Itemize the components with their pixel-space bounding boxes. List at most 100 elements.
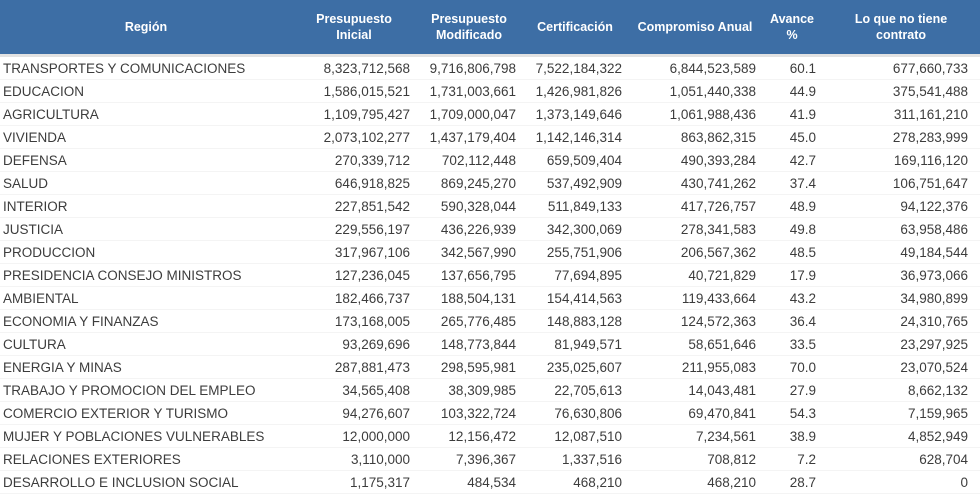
column-header-presupuesto-inicial[interactable]: Presupuesto Inicial — [316, 11, 392, 42]
table-row: DESARROLLO E INCLUSION SOCIAL 1,175,317 48… — [0, 471, 980, 494]
column-header-sin-contrato[interactable]: Lo que no tiene contrato — [854, 11, 948, 42]
value-cell: 106,751,647 — [892, 175, 968, 191]
value-cell: 227,851,542 — [334, 198, 410, 214]
value-cell: 7.2 — [797, 451, 816, 467]
value-cell: 863,862,315 — [680, 129, 756, 145]
value-cell: 628,704 — [919, 451, 968, 467]
region-cell: DESARROLLO E INCLUSION SOCIAL — [3, 474, 239, 490]
table-row: RELACIONES EXTERIORES 3,110,000 7,396,367 1… — [0, 448, 980, 471]
region-cell: MUJER Y POBLACIONES VULNERABLES — [3, 428, 265, 444]
value-cell: 1,061,988,436 — [669, 106, 756, 122]
value-cell: 23,297,925 — [900, 336, 968, 352]
table-row: JUSTICIA 229,556,197 436,226,939 342,300,06… — [0, 218, 980, 241]
table-row: SALUD 646,918,825 869,245,270 537,492,909 43… — [0, 172, 980, 195]
value-cell: 38,309,985 — [448, 382, 516, 398]
value-cell: 48.5 — [789, 244, 816, 260]
value-cell: 148,883,128 — [546, 313, 622, 329]
value-cell: 76,630,806 — [554, 405, 622, 421]
region-cell: CULTURA — [3, 336, 66, 352]
value-cell: 124,572,363 — [680, 313, 756, 329]
value-cell: 1,109,795,427 — [323, 106, 410, 122]
value-cell: 7,159,965 — [907, 405, 968, 421]
column-header-presupuesto-modificado[interactable]: Presupuesto Modificado — [431, 11, 507, 42]
value-cell: 430,741,262 — [680, 175, 756, 191]
value-cell: 12,000,000 — [342, 428, 410, 444]
value-cell: 93,269,696 — [342, 336, 410, 352]
column-header-avance[interactable]: Avance % — [770, 11, 815, 42]
value-cell: 537,492,909 — [546, 175, 622, 191]
value-cell: 70.0 — [789, 359, 816, 375]
value-cell: 646,918,825 — [334, 175, 410, 191]
value-cell: 81,949,571 — [554, 336, 622, 352]
value-cell: 63,958,486 — [900, 221, 968, 237]
region-cell: AGRICULTURA — [3, 106, 99, 122]
value-cell: 49.8 — [789, 221, 816, 237]
value-cell: 48.9 — [789, 198, 816, 214]
value-cell: 22,705,613 — [554, 382, 622, 398]
table-row: EDUCACION 1,586,015,521 1,731,003,661 1,426… — [0, 80, 980, 103]
value-cell: 34,565,408 — [342, 382, 410, 398]
value-cell: 0 — [960, 474, 968, 490]
region-cell: AMBIENTAL — [3, 290, 79, 306]
column-header-region[interactable]: Región — [124, 19, 168, 34]
value-cell: 659,509,404 — [546, 152, 622, 168]
value-cell: 287,881,473 — [334, 359, 410, 375]
value-cell: 1,731,003,661 — [429, 83, 516, 99]
table-row: AMBIENTAL 182,466,737 188,504,131 154,414,5… — [0, 287, 980, 310]
value-cell: 94,276,607 — [342, 405, 410, 421]
table-row: TRABAJO Y PROMOCION DEL EMPLEO 34,565,408… — [0, 379, 980, 402]
value-cell: 265,776,485 — [440, 313, 516, 329]
table-row: CULTURA 93,269,696 148,773,844 81,949,571 58… — [0, 333, 980, 356]
value-cell: 36.4 — [789, 313, 816, 329]
value-cell: 468,210 — [707, 474, 756, 490]
region-cell: DEFENSA — [3, 152, 67, 168]
table-row: ENERGIA Y MINAS 287,881,473 298,595,981 235… — [0, 356, 980, 379]
value-cell: 3,110,000 — [350, 451, 410, 467]
value-cell: 182,466,737 — [334, 290, 410, 306]
value-cell: 37.4 — [789, 175, 816, 191]
table-row: MUJER Y POBLACIONES VULNERABLES 12,000,00… — [0, 425, 980, 448]
value-cell: 1,175,317 — [349, 474, 410, 490]
table-row: TRANSPORTES Y COMUNICACIONES 8,323,712,56… — [0, 57, 980, 80]
value-cell: 206,567,362 — [680, 244, 756, 260]
region-cell: TRABAJO Y PROMOCION DEL EMPLEO — [3, 382, 256, 398]
value-cell: 169,116,120 — [893, 152, 968, 168]
column-header-certificacion[interactable]: Certificación — [537, 19, 613, 34]
value-cell: 154,414,563 — [546, 290, 622, 306]
value-cell: 103,322,724 — [440, 405, 516, 421]
table-body: TRANSPORTES Y COMUNICACIONES 8,323,712,56… — [0, 57, 980, 494]
value-cell: 17.9 — [789, 267, 816, 283]
region-cell: ECONOMIA Y FINANZAS — [3, 313, 159, 329]
table-row: ECONOMIA Y FINANZAS 173,168,005 265,776,48… — [0, 310, 980, 333]
region-cell: VIVIENDA — [3, 129, 67, 145]
value-cell: 42.7 — [789, 152, 816, 168]
value-cell: 38.9 — [789, 428, 816, 444]
value-cell: 54.3 — [789, 405, 816, 421]
value-cell: 24,310,765 — [900, 313, 968, 329]
value-cell: 317,967,106 — [334, 244, 410, 260]
value-cell: 8,662,132 — [907, 382, 968, 398]
value-cell: 417,726,757 — [680, 198, 756, 214]
value-cell: 590,328,044 — [440, 198, 516, 214]
value-cell: 342,567,990 — [440, 244, 516, 260]
value-cell: 27.9 — [789, 382, 816, 398]
region-cell: COMERCIO EXTERIOR Y TURISMO — [3, 405, 229, 421]
value-cell: 148,773,844 — [440, 336, 516, 352]
value-cell: 8,323,712,568 — [323, 60, 410, 76]
value-cell: 7,522,184,322 — [535, 60, 622, 76]
column-header-compromiso-anual[interactable]: Compromiso Anual — [637, 19, 753, 34]
table-row: VIVIENDA 2,073,102,277 1,437,179,404 1,142,… — [0, 126, 980, 149]
value-cell: 41.9 — [789, 106, 816, 122]
region-cell: ENERGIA Y MINAS — [3, 359, 122, 375]
table-row: PRODUCCION 317,967,106 342,567,990 255,751,… — [0, 241, 980, 264]
value-cell: 1,426,981,826 — [535, 83, 622, 99]
value-cell: 677,660,733 — [892, 60, 968, 76]
value-cell: 1,373,149,646 — [535, 106, 622, 122]
table-header-row: Región Presupuesto Inicial Presupuesto M… — [0, 0, 980, 57]
value-cell: 211,955,083 — [681, 359, 756, 375]
value-cell: 342,300,069 — [546, 221, 622, 237]
value-cell: 34,980,899 — [900, 290, 968, 306]
region-cell: INTERIOR — [3, 198, 68, 214]
value-cell: 4,852,949 — [907, 428, 968, 444]
